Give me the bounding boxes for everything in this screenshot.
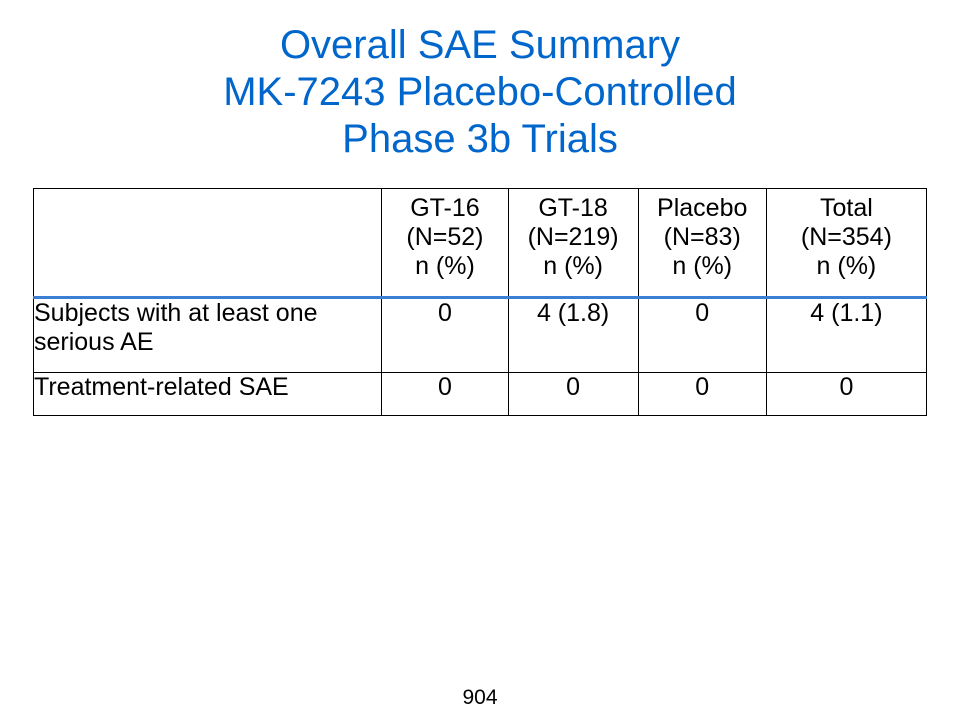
column-header-placebo: Placebo (N=83) n (%) [637,188,767,299]
column-name: Placebo [657,194,748,222]
table-cell: 0 [507,372,639,416]
table-cell: 0 [381,372,509,416]
column-header-gt18: GT-18 (N=219) n (%) [507,188,639,299]
title-line-3: Phase 3b Trials [342,117,618,161]
row-label: Treatment-related SAE [32,372,383,416]
header-empty-cell [32,188,383,299]
table-cell: 0 [637,372,767,416]
page-number: 904 [462,686,498,709]
row-label: Subjects with at least one serious AE [32,297,383,373]
column-header-total: Total (N=354) n (%) [765,188,928,299]
table-cell: 0 [637,297,767,373]
column-name: Total [819,194,873,222]
table-cell: 0 [765,372,928,416]
column-unit: n (%) [816,252,877,280]
table-cell: 4 (1.8) [507,297,639,373]
column-n: (N=52) [406,223,484,251]
column-n: (N=354) [800,223,892,251]
sae-summary-table: GT-16 (N=52) n (%) GT-18 (N=219) n (%) P… [32,188,928,416]
table-header-row: GT-16 (N=52) n (%) GT-18 (N=219) n (%) P… [32,188,928,299]
title-line-2: MK-7243 Placebo-Controlled [223,70,737,114]
table-cell: 4 (1.1) [765,297,928,373]
column-n: (N=83) [663,223,741,251]
column-unit: n (%) [672,252,733,280]
title-line-1: Overall SAE Summary [279,23,681,67]
table-row: Subjects with at least one serious AE 0 … [32,297,928,373]
column-name: GT-18 [538,194,608,222]
column-unit: n (%) [543,252,603,280]
column-header-gt16: GT-16 (N=52) n (%) [381,188,509,299]
column-n: (N=219) [527,223,619,251]
slide-title: Overall SAE Summary MK-7243 Placebo-Cont… [0,22,960,163]
column-name: GT-16 [410,194,480,222]
table-row: Treatment-related SAE 0 0 0 0 [32,372,928,416]
column-unit: n (%) [415,252,475,280]
table-cell: 0 [381,297,509,373]
